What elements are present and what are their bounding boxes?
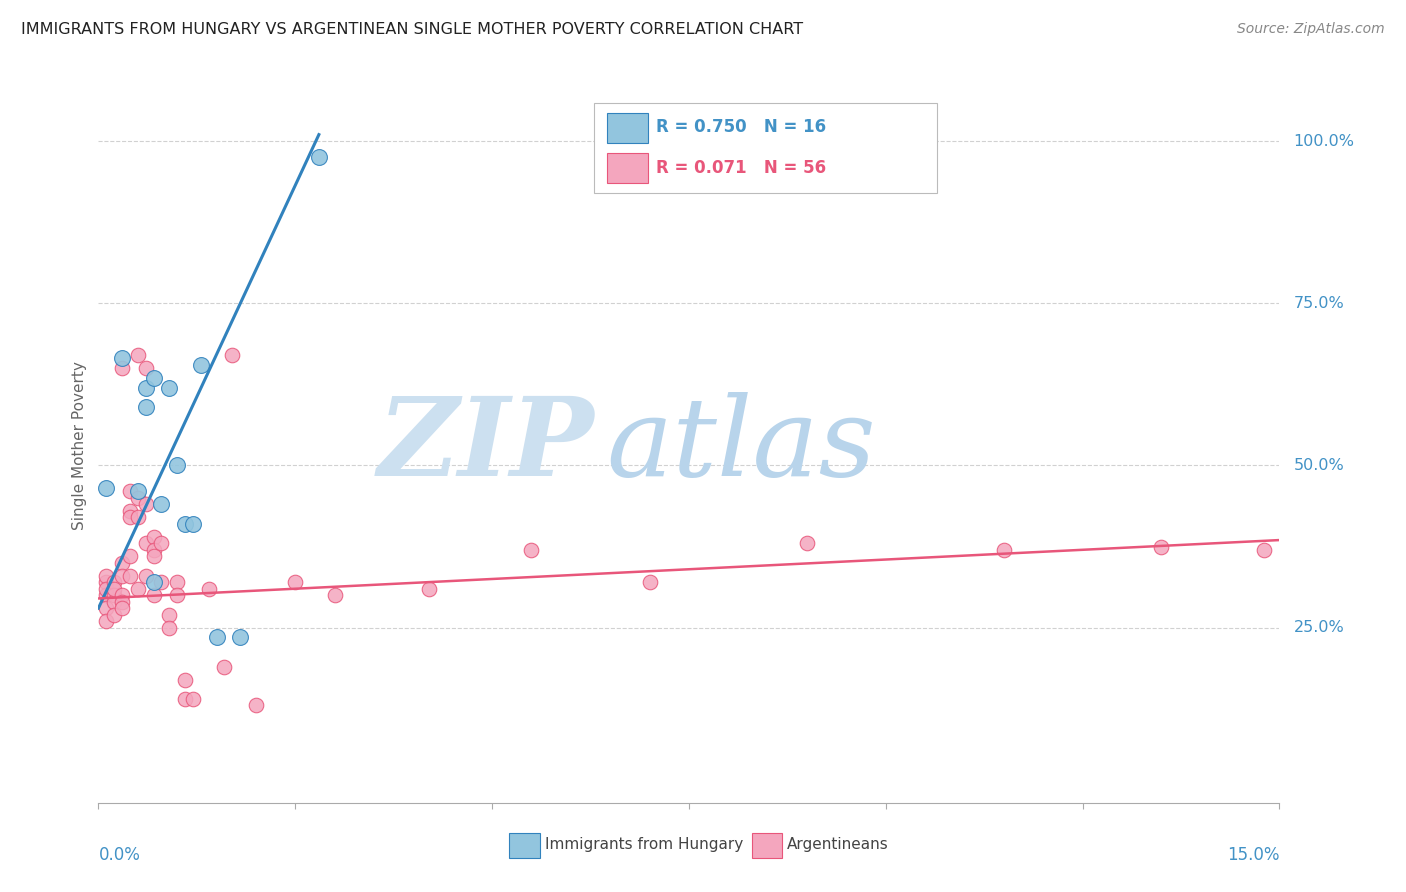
Point xyxy=(157,381,180,395)
Point xyxy=(142,575,165,590)
Point xyxy=(135,381,157,395)
Point xyxy=(174,673,197,687)
Text: IMMIGRANTS FROM HUNGARY VS ARGENTINEAN SINGLE MOTHER POVERTY CORRELATION CHART: IMMIGRANTS FROM HUNGARY VS ARGENTINEAN S… xyxy=(21,22,803,37)
Point xyxy=(127,491,149,505)
Point xyxy=(142,549,165,564)
Point xyxy=(174,692,197,706)
Point xyxy=(96,588,118,602)
Point xyxy=(142,588,165,602)
Point xyxy=(103,582,125,596)
FancyBboxPatch shape xyxy=(509,833,540,858)
FancyBboxPatch shape xyxy=(752,833,782,858)
Point xyxy=(174,516,197,531)
FancyBboxPatch shape xyxy=(607,112,648,143)
Y-axis label: Single Mother Poverty: Single Mother Poverty xyxy=(72,361,87,531)
Text: 75.0%: 75.0% xyxy=(1294,296,1344,310)
Point xyxy=(157,621,180,635)
Point xyxy=(96,568,118,582)
Text: ZIP: ZIP xyxy=(378,392,595,500)
Text: Immigrants from Hungary: Immigrants from Hungary xyxy=(546,837,744,852)
Point xyxy=(118,568,141,582)
Point xyxy=(103,588,125,602)
FancyBboxPatch shape xyxy=(607,153,648,184)
Point xyxy=(150,575,173,590)
Point xyxy=(142,542,165,557)
Point xyxy=(229,631,252,645)
Point xyxy=(190,358,212,372)
Point xyxy=(135,497,157,511)
Point xyxy=(111,568,134,582)
Point xyxy=(118,484,141,499)
Point xyxy=(111,588,134,602)
Point xyxy=(135,400,157,414)
Point xyxy=(1253,542,1275,557)
Text: 15.0%: 15.0% xyxy=(1227,846,1279,863)
FancyBboxPatch shape xyxy=(595,103,936,193)
Point xyxy=(111,595,134,609)
Point xyxy=(96,481,118,495)
Text: atlas: atlas xyxy=(606,392,876,500)
Point xyxy=(796,536,818,550)
Text: 100.0%: 100.0% xyxy=(1294,134,1354,149)
Point xyxy=(135,536,157,550)
Text: 0.0%: 0.0% xyxy=(98,846,141,863)
Text: 25.0%: 25.0% xyxy=(1294,620,1344,635)
Point xyxy=(96,601,118,615)
Text: 50.0%: 50.0% xyxy=(1294,458,1344,473)
Point xyxy=(127,510,149,524)
Point xyxy=(150,497,173,511)
Point xyxy=(118,504,141,518)
Point xyxy=(638,575,661,590)
Text: Source: ZipAtlas.com: Source: ZipAtlas.com xyxy=(1237,22,1385,37)
Point xyxy=(418,582,440,596)
Point xyxy=(197,582,219,596)
Point xyxy=(1150,540,1173,554)
Point xyxy=(135,568,157,582)
Point xyxy=(103,575,125,590)
Point xyxy=(127,582,149,596)
Point xyxy=(96,575,118,590)
Point xyxy=(245,698,267,713)
Point xyxy=(118,510,141,524)
Text: R = 0.750   N = 16: R = 0.750 N = 16 xyxy=(655,118,825,136)
Point xyxy=(135,361,157,376)
Point xyxy=(127,348,149,362)
Point xyxy=(993,542,1015,557)
Point xyxy=(150,536,173,550)
Point xyxy=(166,458,188,473)
Point xyxy=(323,588,346,602)
Point xyxy=(111,351,134,366)
Point xyxy=(96,582,118,596)
Point xyxy=(181,516,204,531)
Point xyxy=(142,371,165,385)
Point xyxy=(142,530,165,544)
Point xyxy=(111,556,134,570)
Point xyxy=(103,595,125,609)
Text: R = 0.071   N = 56: R = 0.071 N = 56 xyxy=(655,159,825,177)
Point xyxy=(127,484,149,499)
Point xyxy=(284,575,307,590)
Point xyxy=(166,588,188,602)
Point xyxy=(520,542,543,557)
Point xyxy=(157,607,180,622)
Text: Argentineans: Argentineans xyxy=(787,837,889,852)
Point xyxy=(221,348,243,362)
Point xyxy=(205,631,228,645)
Point xyxy=(111,361,134,376)
Point xyxy=(166,575,188,590)
Point xyxy=(181,692,204,706)
Point xyxy=(118,549,141,564)
Point xyxy=(96,614,118,628)
Point xyxy=(111,601,134,615)
Point xyxy=(308,150,330,164)
Point xyxy=(103,607,125,622)
Point xyxy=(214,659,236,673)
